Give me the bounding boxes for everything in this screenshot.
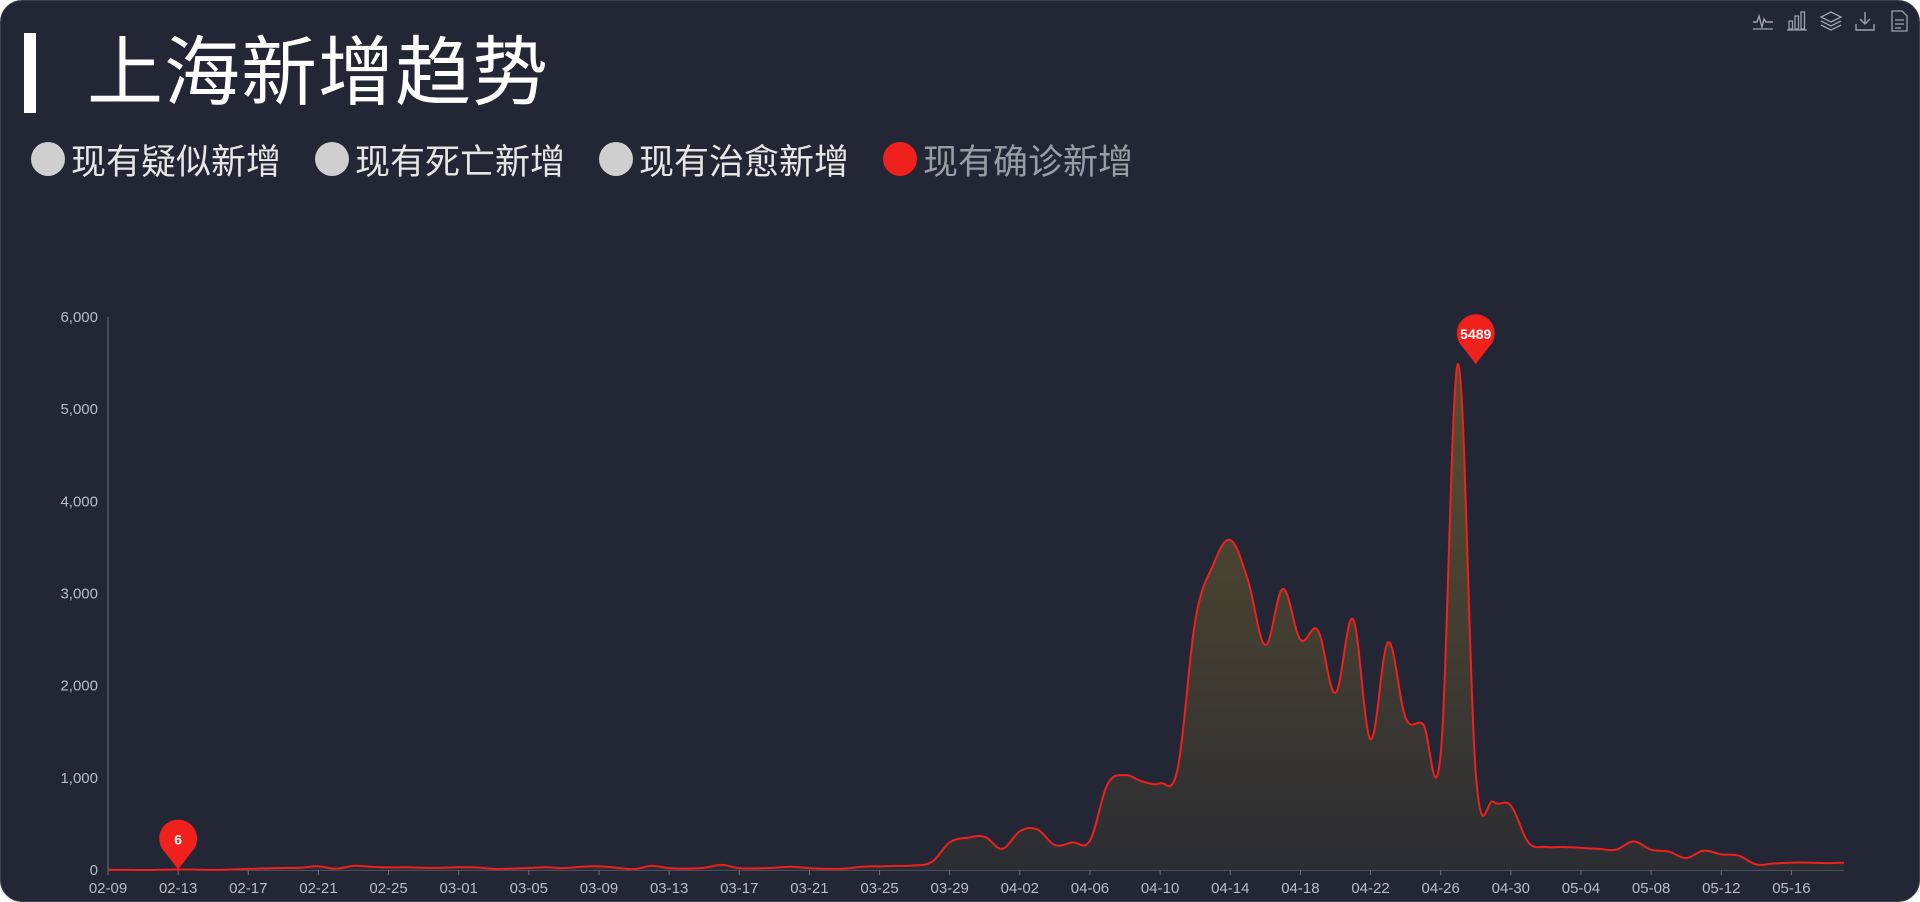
toolbox <box>1741 9 1911 33</box>
legend-item-1[interactable]: 现有疑似新增 <box>31 134 281 185</box>
x-tick-label: 02-09 <box>89 880 127 897</box>
x-tick-label: 03-01 <box>440 880 478 897</box>
mark-point-max: 5489 <box>1456 314 1495 365</box>
mark-point-label: 5489 <box>1460 326 1491 342</box>
legend-item-4[interactable]: 现有确诊新增 <box>883 134 1133 185</box>
x-tick-label: 04-18 <box>1281 880 1319 897</box>
x-tick-label: 05-12 <box>1702 880 1740 897</box>
x-tick-label: 02-25 <box>369 880 407 897</box>
legend: 现有疑似新增 现有死亡新增 现有治愈新增 现有确诊新增 <box>31 134 1167 184</box>
chart-title: 上海新增趋势 <box>87 28 549 117</box>
legend-dot-icon <box>315 142 350 176</box>
mark-point-pin <box>1456 314 1495 365</box>
y-tick-label: 6,000 <box>60 309 98 326</box>
y-tick-label: 1,000 <box>60 770 98 787</box>
x-tick-label: 03-09 <box>580 880 618 897</box>
x-tick-label: 02-13 <box>159 880 197 897</box>
series-area <box>108 364 1844 870</box>
x-tick-label: 02-21 <box>299 880 337 897</box>
y-tick-label: 0 <box>90 862 98 879</box>
legend-label: 现有治愈新增 <box>639 142 850 183</box>
x-tick-label: 03-13 <box>650 880 688 897</box>
stack-icon[interactable] <box>1819 9 1843 33</box>
legend-item-3[interactable]: 现有治愈新增 <box>599 134 849 185</box>
legend-label: 现有死亡新增 <box>355 142 566 183</box>
x-tick-label: 04-02 <box>1001 880 1039 897</box>
x-tick-label: 04-30 <box>1492 880 1530 897</box>
series-line <box>107 363 1845 872</box>
legend-item-2[interactable]: 现有死亡新增 <box>315 134 565 185</box>
legend-dot-icon <box>599 142 634 176</box>
y-tick-label: 4,000 <box>60 493 98 510</box>
x-tick-label: 05-08 <box>1632 880 1670 897</box>
download-icon[interactable] <box>1853 9 1877 33</box>
x-tick-label: 04-22 <box>1351 880 1389 897</box>
x-tick-label: 04-14 <box>1211 880 1249 897</box>
legend-label: 现有确诊新增 <box>923 142 1134 183</box>
x-tick-label: 03-29 <box>931 880 969 897</box>
x-tick-label: 02-17 <box>229 880 267 897</box>
bar-chart-icon[interactable] <box>1785 9 1809 33</box>
legend-dot-icon <box>31 142 65 176</box>
legend-label: 现有疑似新增 <box>71 142 282 183</box>
x-tick-label: 04-10 <box>1141 880 1179 897</box>
x-tick-label: 04-26 <box>1421 880 1459 897</box>
x-tick-label: 03-05 <box>510 880 548 897</box>
x-tick-label: 03-25 <box>860 880 898 897</box>
line-chart-icon[interactable] <box>1751 9 1775 33</box>
x-tick-label: 05-16 <box>1772 880 1810 897</box>
mark-point-pin <box>159 819 198 870</box>
legend-dot-icon <box>883 142 918 176</box>
x-tick-label: 04-06 <box>1071 880 1109 897</box>
y-tick-label: 3,000 <box>60 586 98 603</box>
mark-point-min: 6 <box>159 819 198 870</box>
title-accent-bar <box>24 33 36 113</box>
x-tick-label: 03-21 <box>790 880 828 897</box>
x-tick-label: 03-17 <box>720 880 758 897</box>
y-tick-label: 2,000 <box>60 678 98 695</box>
x-tick-label: 05-04 <box>1562 880 1600 897</box>
mark-point-label: 6 <box>174 831 182 847</box>
y-tick-label: 5,000 <box>60 401 98 418</box>
data-view-icon[interactable] <box>1887 9 1911 33</box>
